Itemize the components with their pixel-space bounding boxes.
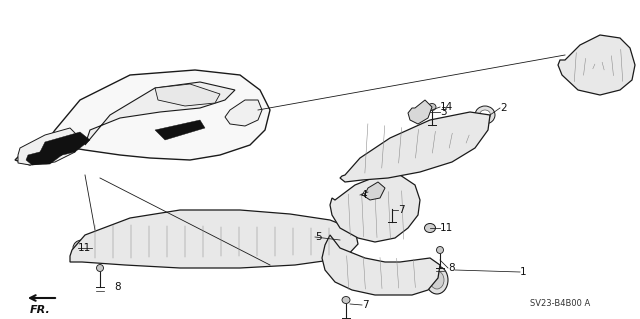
Polygon shape [26,148,62,165]
Polygon shape [340,112,490,182]
Polygon shape [558,35,635,95]
Polygon shape [364,182,385,200]
Ellipse shape [86,243,97,253]
Polygon shape [18,128,80,165]
Text: 7: 7 [362,300,369,310]
Ellipse shape [342,296,350,303]
Ellipse shape [426,266,448,294]
Ellipse shape [171,236,179,243]
Ellipse shape [614,49,628,61]
Text: 11: 11 [78,243,92,253]
Polygon shape [40,132,90,158]
Ellipse shape [368,160,382,170]
Text: FR.: FR. [30,305,51,315]
Text: 11: 11 [440,223,453,233]
Polygon shape [322,235,440,295]
Ellipse shape [428,103,436,110]
Polygon shape [70,210,358,268]
Ellipse shape [233,234,247,247]
Ellipse shape [424,224,435,233]
Text: SV23-B4B00 A: SV23-B4B00 A [530,299,590,308]
Text: 8: 8 [448,263,454,273]
Ellipse shape [168,234,182,247]
Ellipse shape [77,243,87,253]
Ellipse shape [430,271,444,289]
Text: 7: 7 [398,205,404,215]
Ellipse shape [236,236,244,243]
Polygon shape [330,175,420,242]
Ellipse shape [97,264,104,271]
Text: 5: 5 [315,232,322,242]
Ellipse shape [336,230,354,246]
Polygon shape [155,84,220,106]
Ellipse shape [593,60,607,70]
Text: 14: 14 [440,102,453,112]
Ellipse shape [388,202,396,209]
Ellipse shape [340,234,350,242]
Polygon shape [85,82,235,145]
Text: 4: 4 [360,190,367,200]
Polygon shape [408,100,432,124]
Polygon shape [155,120,205,140]
Text: 1: 1 [520,267,527,277]
Ellipse shape [475,106,495,124]
Ellipse shape [436,247,444,254]
Ellipse shape [415,108,426,116]
Ellipse shape [479,110,490,120]
Ellipse shape [403,143,417,153]
Text: 3: 3 [440,107,447,117]
Ellipse shape [570,75,584,85]
Text: 2: 2 [500,103,507,113]
Polygon shape [15,70,270,165]
Text: 8: 8 [114,282,120,292]
Ellipse shape [73,240,91,256]
Polygon shape [225,100,262,126]
Ellipse shape [441,127,455,137]
